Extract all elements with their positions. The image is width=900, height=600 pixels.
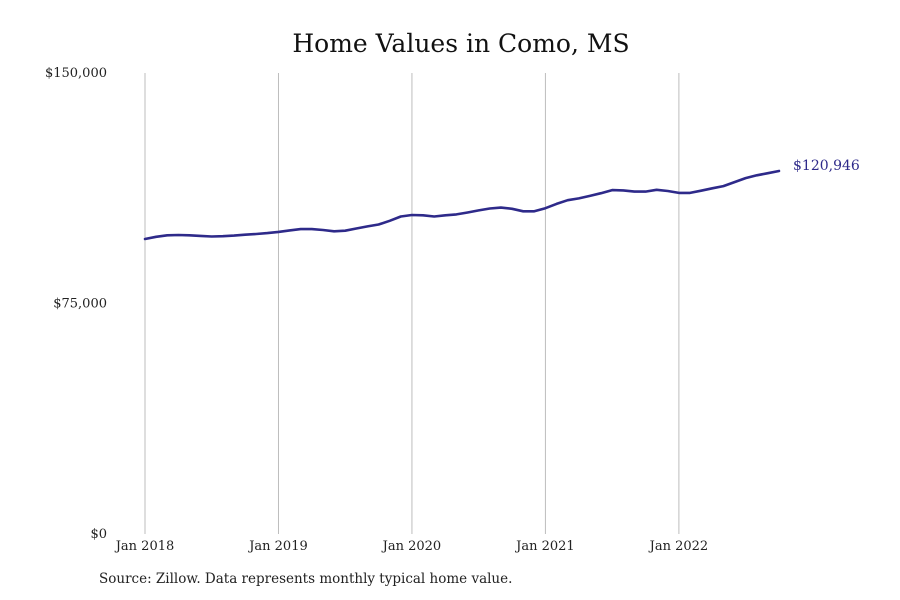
x-tick-label: Jan 2018 [114, 539, 175, 554]
x-tick-label: Jan 2019 [247, 539, 308, 554]
chart-title: Home Values in Como, MS [292, 29, 629, 58]
x-tick-label: Jan 2020 [381, 539, 442, 554]
y-axis: $0 $75,000 $150,000 [45, 66, 107, 542]
y-tick-label: $75,000 [53, 297, 107, 312]
x-tick-label: Jan 2021 [514, 539, 575, 554]
y-tick-label: $150,000 [45, 66, 107, 81]
series-line [143, 169, 781, 241]
gridlines [144, 73, 680, 534]
end-value-label: $120,946 [793, 158, 860, 174]
x-tick-label: Jan 2022 [648, 539, 709, 554]
x-axis: Jan 2018 Jan 2019 Jan 2020 Jan 2021 Jan 2022 [114, 539, 708, 554]
y-tick-label: $0 [90, 527, 107, 542]
source-note: Source: Zillow. Data represents monthly … [99, 571, 513, 587]
